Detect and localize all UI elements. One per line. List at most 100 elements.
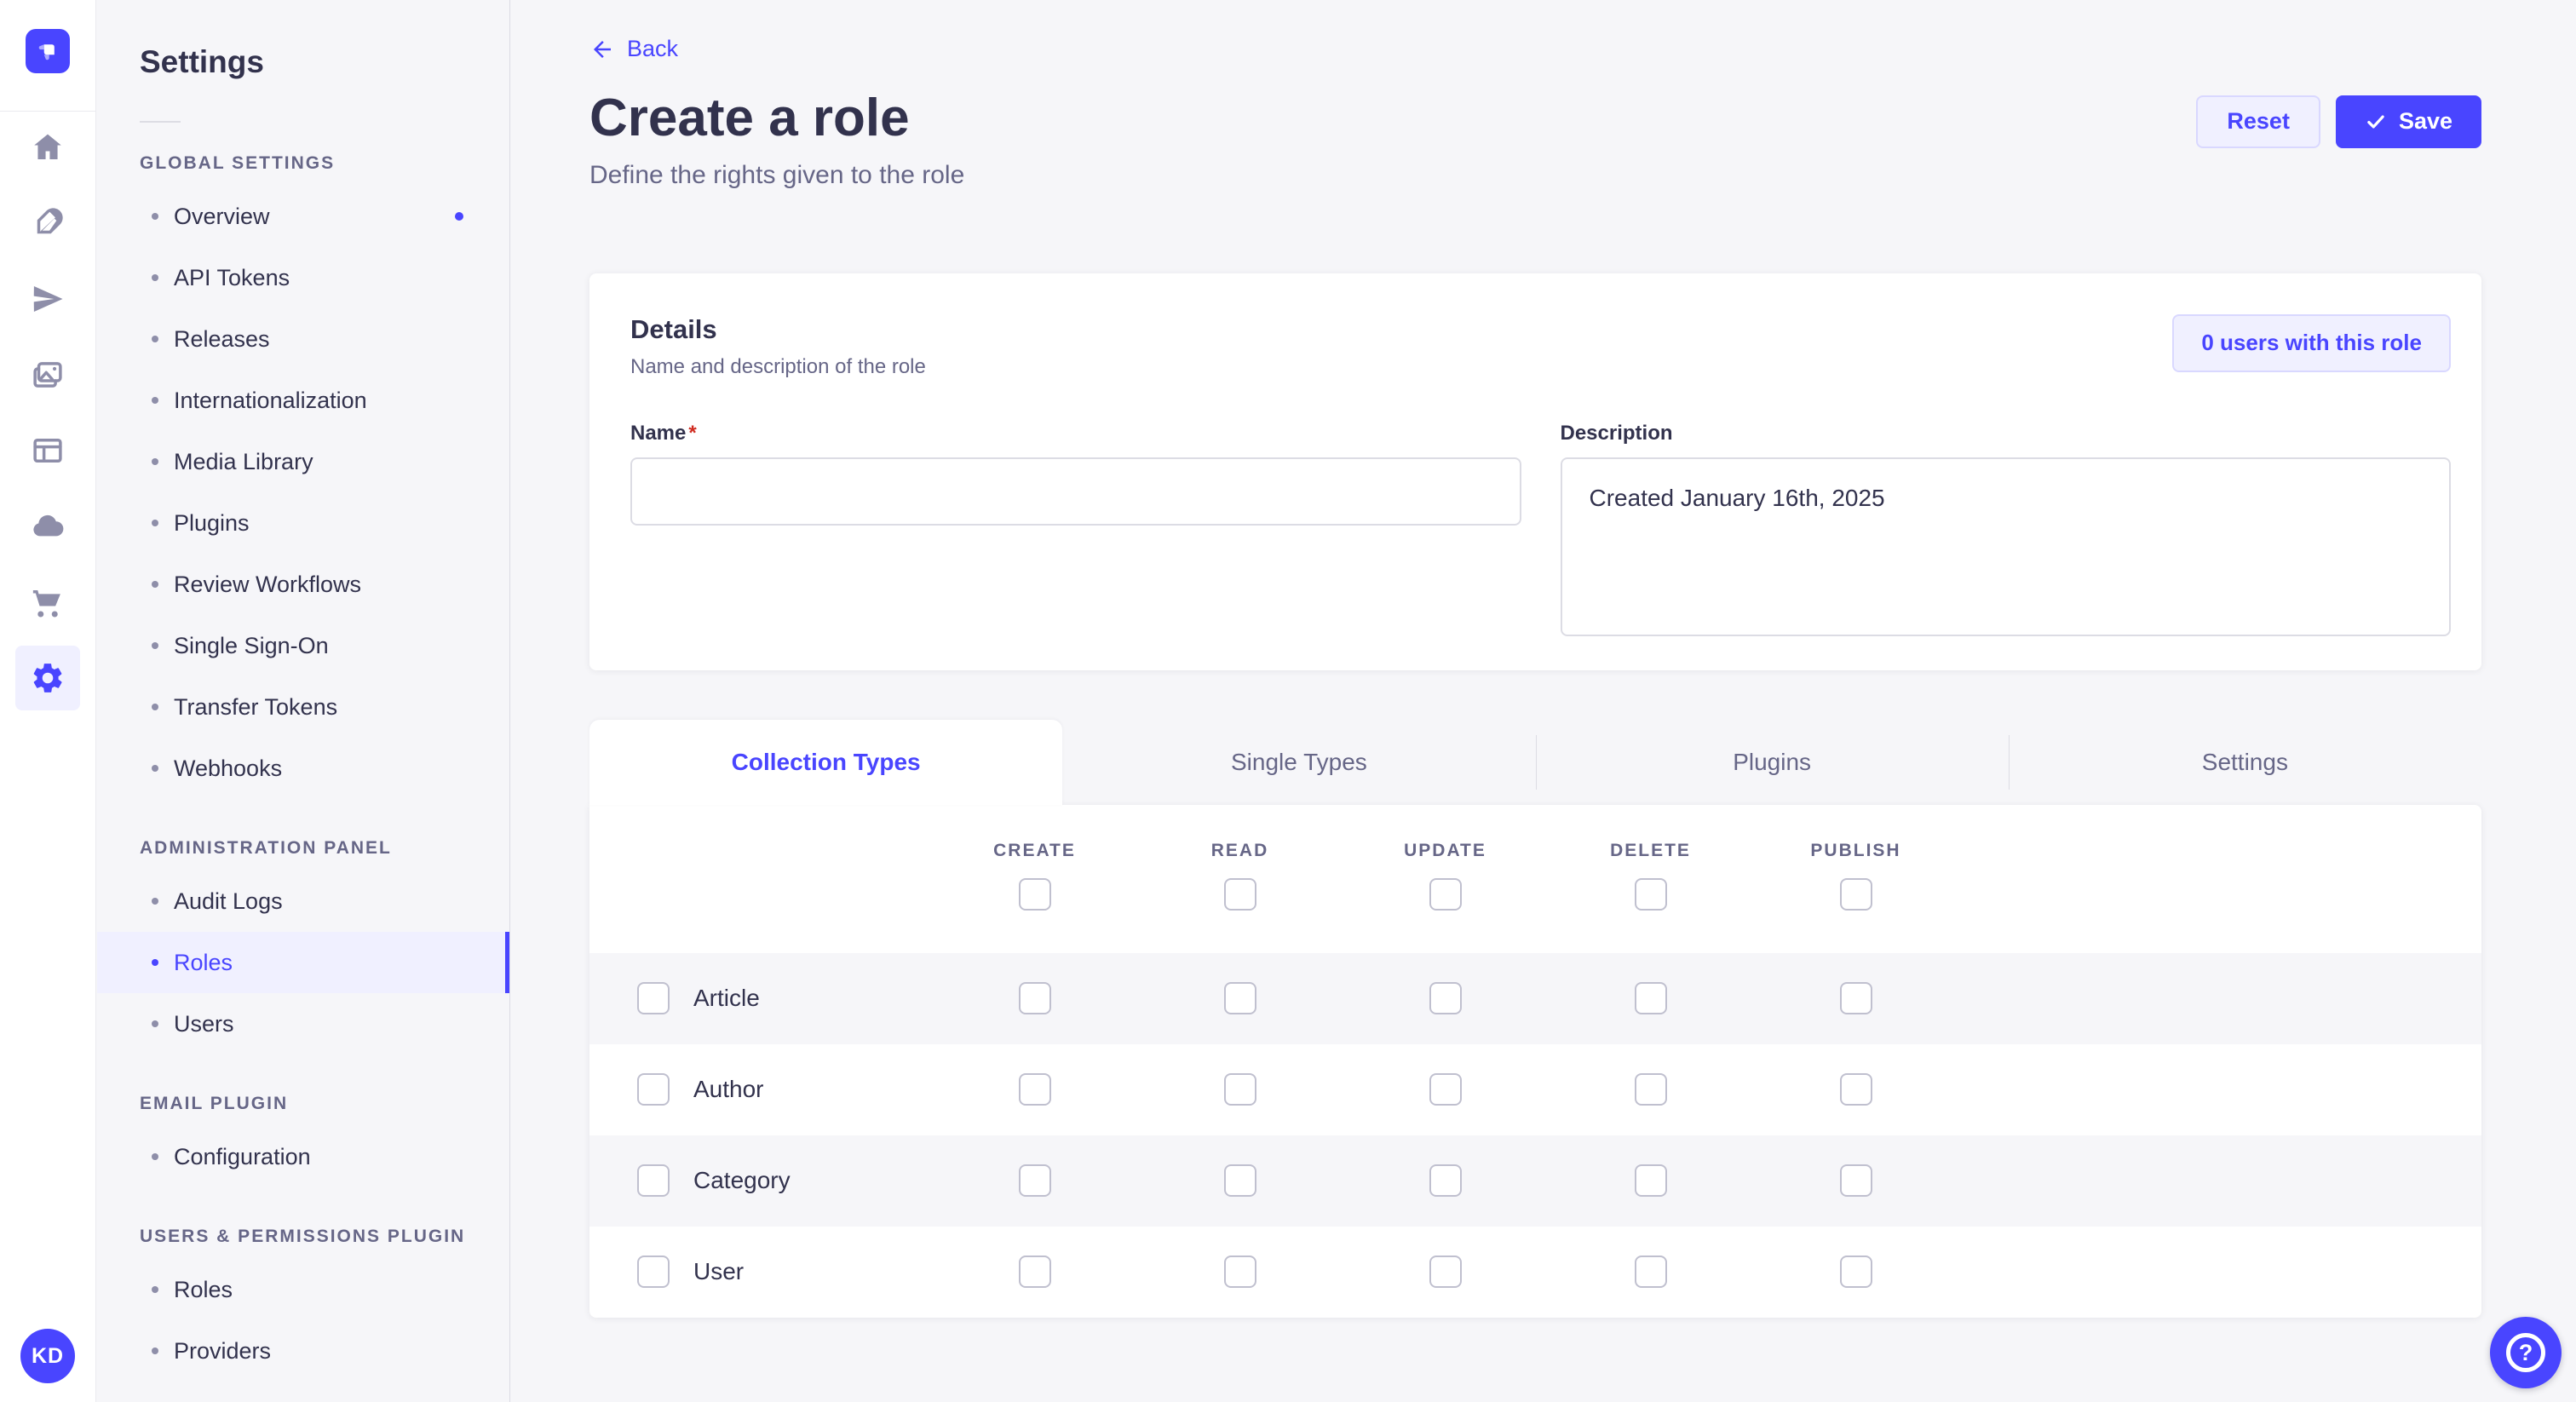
bullet-icon [152, 1347, 158, 1354]
sidebar-item-webhooks[interactable]: Webhooks [97, 738, 509, 799]
column-header-publish: PUBLISH [1810, 840, 1901, 860]
sidebar-section-label: USERS & PERMISSIONS PLUGIN [140, 1227, 466, 1246]
checkbox-article-read[interactable] [1223, 982, 1256, 1015]
checkbox-category-delete[interactable] [1634, 1164, 1667, 1198]
users-with-role-button[interactable]: 0 users with this role [2172, 313, 2451, 372]
sidebar-item-single-sign-on[interactable]: Single Sign-On [97, 615, 509, 676]
description-textarea[interactable] [1560, 457, 2451, 636]
required-asterisk: * [688, 421, 697, 445]
sidebar-item-label: Roles [174, 1276, 233, 1302]
sidebar-item-label: Users [174, 1010, 234, 1037]
name-input[interactable] [630, 457, 1521, 526]
sidebar-item-overview[interactable]: Overview [97, 186, 509, 247]
checkbox-category-read[interactable] [1223, 1164, 1256, 1198]
help-button[interactable]: ? [2490, 1317, 2562, 1388]
select-all-delete-checkbox[interactable] [1634, 877, 1667, 911]
sidebar-item-label: Providers [174, 1337, 272, 1364]
description-label: Description [1560, 421, 1673, 445]
checkbox-article-publish[interactable] [1839, 982, 1872, 1015]
sidebar-item-plugins[interactable]: Plugins [97, 492, 509, 554]
main-content: Back Create a role Define the rights giv… [511, 0, 2576, 1402]
media-library-icon[interactable] [15, 342, 80, 407]
sidebar-item-internationalization[interactable]: Internationalization [97, 370, 509, 431]
sidebar-item-audit-logs[interactable]: Audit Logs [97, 871, 509, 932]
sidebar-item-transfer-tokens[interactable]: Transfer Tokens [97, 676, 509, 738]
name-label: Name [630, 421, 687, 445]
strapi-logo-icon[interactable] [26, 29, 70, 73]
perm-row-user: User [589, 1227, 2481, 1318]
checkbox-user-delete[interactable] [1634, 1255, 1667, 1289]
back-label: Back [627, 36, 679, 61]
sidebar-item-providers[interactable]: Providers [97, 1320, 509, 1382]
reset-button[interactable]: Reset [2196, 95, 2320, 148]
checkbox-article-update[interactable] [1429, 982, 1462, 1015]
permissions-table: CREATE READ UPDATE DELETE PUBLISH Article Aut… [589, 804, 2481, 1318]
sidebar-section-label: ADMINISTRATION PANEL [140, 838, 392, 858]
sidebar-item-roles[interactable]: Roles [97, 932, 509, 993]
tab-single-types[interactable]: Single Types [1230, 748, 1367, 775]
sidebar-item-review-workflows[interactable]: Review Workflows [97, 554, 509, 615]
checkbox-author-read[interactable] [1223, 1073, 1256, 1106]
checkbox-author-publish[interactable] [1839, 1073, 1872, 1106]
select-all-update-checkbox[interactable] [1429, 877, 1462, 911]
bullet-icon [152, 1020, 158, 1027]
cloud-icon[interactable] [15, 494, 80, 559]
perm-header-labels: CREATE READ UPDATE DELETE PUBLISH [589, 841, 2481, 861]
checkbox-user-update[interactable] [1429, 1255, 1462, 1289]
cart-icon[interactable] [15, 570, 80, 635]
checkbox-author-delete[interactable] [1634, 1073, 1667, 1106]
select-row-category-checkbox[interactable] [637, 1164, 670, 1198]
checkbox-category-publish[interactable] [1839, 1164, 1872, 1198]
checkbox-user-create[interactable] [1018, 1255, 1051, 1289]
select-all-create-checkbox[interactable] [1018, 877, 1051, 911]
checkbox-author-update[interactable] [1429, 1073, 1462, 1106]
checkbox-category-update[interactable] [1429, 1164, 1462, 1198]
sidebar-section-users-permissions-plugin: USERS & PERMISSIONS PLUGIN Roles Providers [97, 1227, 509, 1382]
select-row-author-checkbox[interactable] [637, 1073, 670, 1106]
checkbox-article-delete[interactable] [1634, 982, 1667, 1015]
back-link[interactable]: Back [589, 36, 678, 62]
sidebar-item-roles[interactable]: Roles [97, 1259, 509, 1320]
select-all-publish-checkbox[interactable] [1839, 877, 1872, 911]
tab-collection-types[interactable]: Collection Types [589, 719, 1063, 805]
perm-rows: Article Author Category User [589, 952, 2481, 1318]
select-row-article-checkbox[interactable] [637, 982, 670, 1015]
select-row-user-checkbox[interactable] [637, 1255, 670, 1289]
row-label: Article [693, 985, 760, 1012]
home-icon[interactable] [15, 115, 80, 180]
save-button[interactable]: Save [2335, 95, 2481, 148]
bullet-icon [152, 1153, 158, 1160]
settings-gear-icon[interactable] [15, 646, 80, 710]
layout-icon[interactable] [15, 418, 80, 483]
bullet-icon [152, 274, 158, 281]
sidebar-item-releases[interactable]: Releases [97, 308, 509, 370]
bullet-icon [152, 520, 158, 526]
checkbox-category-create[interactable] [1018, 1164, 1051, 1198]
paper-plane-icon[interactable] [15, 267, 80, 331]
sidebar-item-media-library[interactable]: Media Library [97, 431, 509, 492]
tab-plugins[interactable]: Plugins [1535, 720, 2009, 805]
bullet-icon [152, 959, 158, 966]
sidebar-item-configuration[interactable]: Configuration [97, 1126, 509, 1187]
tab-settings[interactable]: Settings [2008, 720, 2481, 805]
sidebar-item-api-tokens[interactable]: API Tokens [97, 247, 509, 308]
checkbox-user-publish[interactable] [1839, 1255, 1872, 1289]
checkbox-article-create[interactable] [1018, 982, 1051, 1015]
permissions-section: Collection Types Single Types Plugins Setti… [589, 719, 2481, 1318]
row-label: User [693, 1258, 745, 1285]
user-avatar[interactable]: KD [20, 1329, 75, 1383]
permissions-tabs: Collection Types Single Types Plugins Setti… [589, 719, 2481, 805]
checkbox-user-read[interactable] [1223, 1255, 1256, 1289]
sidebar-section-administration-panel: ADMINISTRATION PANEL Audit Logs Roles Users [97, 838, 509, 1054]
feather-icon[interactable] [15, 191, 80, 256]
details-subtitle: Name and description of the role [630, 354, 926, 378]
sidebar-section-global-settings: GLOBAL SETTINGS Overview API Tokens Release… [97, 153, 509, 799]
details-card: Details Name and description of the role… [589, 273, 2481, 670]
perm-row-author: Author [589, 1044, 2481, 1135]
perm-row-category: Category [589, 1135, 2481, 1227]
checkbox-author-create[interactable] [1018, 1073, 1051, 1106]
sidebar-item-users[interactable]: Users [97, 993, 509, 1054]
sidebar-item-label: Audit Logs [174, 888, 283, 914]
select-all-read-checkbox[interactable] [1223, 877, 1256, 911]
perm-row-article: Article [589, 952, 2481, 1044]
